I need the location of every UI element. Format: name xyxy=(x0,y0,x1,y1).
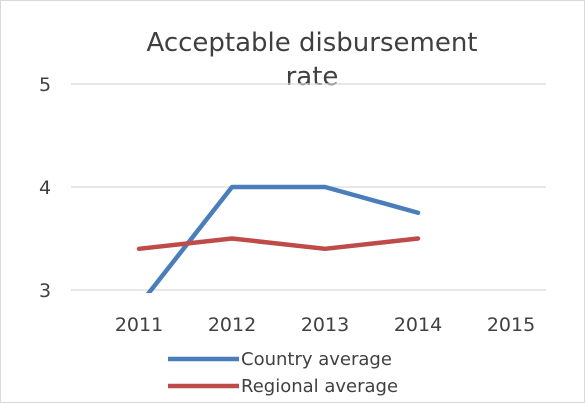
x-tick-label: 2013 xyxy=(301,314,349,336)
y-axis-ticks: 3 4 5 xyxy=(39,74,51,302)
y-tick-label: 4 xyxy=(39,177,51,199)
legend-label: Regional average xyxy=(241,376,398,397)
y-tick-label: 3 xyxy=(39,280,51,302)
x-axis-ticks: 2011 2012 2013 2014 2015 xyxy=(115,314,535,336)
chart-title-line-1: Acceptable disbursement xyxy=(146,28,477,58)
y-tick-label: 5 xyxy=(39,74,51,96)
chart-title-line-2: rate xyxy=(286,62,339,92)
series-line-regional-average xyxy=(136,236,421,252)
series-lines xyxy=(136,184,421,293)
legend-label: Country average xyxy=(241,349,392,370)
x-tick-label: 2012 xyxy=(208,314,256,336)
legend: Country average Regional average xyxy=(168,349,398,397)
x-tick-label: 2015 xyxy=(487,314,535,336)
series-line-country-average xyxy=(145,184,421,293)
x-tick-label: 2011 xyxy=(115,314,163,336)
x-tick-label: 2014 xyxy=(394,314,442,336)
